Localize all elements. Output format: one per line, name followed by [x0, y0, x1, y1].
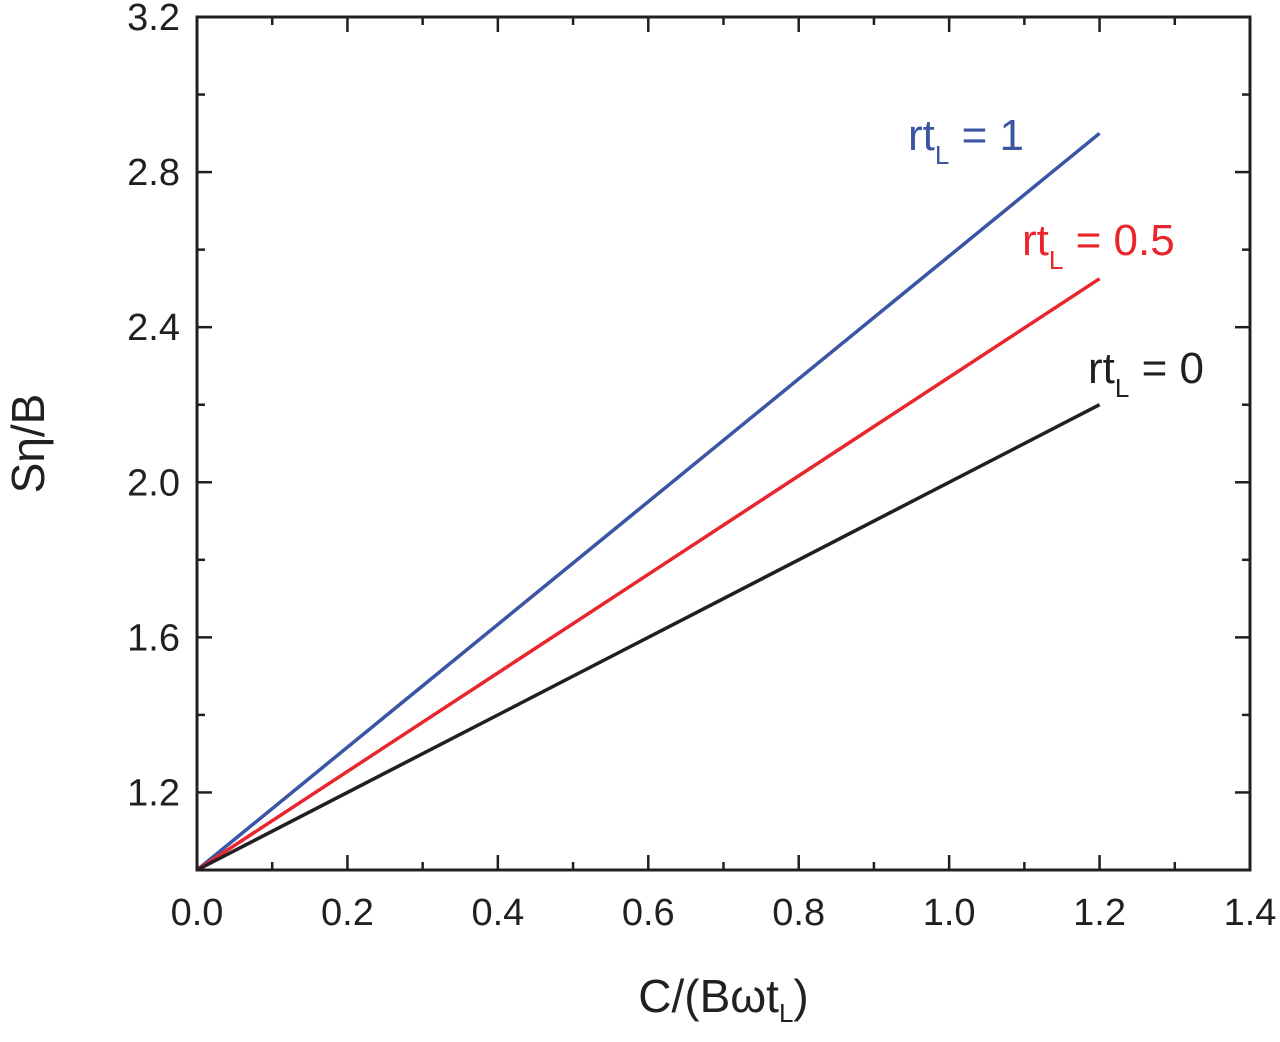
x-tick-label: 1.4 [1224, 892, 1277, 934]
y-axis-title: Sη/B [2, 394, 54, 494]
x-axis-title-main: C/(Bωt [638, 970, 779, 1022]
series-layer [195, 131, 1101, 872]
series-label-end: = 0 [1129, 344, 1204, 393]
series-label-end: = 0.5 [1063, 216, 1174, 265]
x-tick-label: 1.2 [1073, 892, 1126, 934]
y-tick-label: 1.2 [127, 772, 180, 814]
y-tick-label: 2.4 [127, 307, 180, 349]
series-label: rtL = 1 [908, 111, 1024, 170]
y-tick-label: 2.0 [127, 462, 180, 504]
x-axis-title: C/(BωtL) [638, 970, 809, 1028]
x-tick-label: 0.4 [471, 892, 524, 934]
series-label-main: rt [908, 111, 935, 160]
series-line [195, 131, 1101, 872]
series-label: rtL = 0 [1088, 344, 1204, 403]
y-tick-label: 2.8 [127, 152, 180, 194]
x-axis-title-sub: L [779, 998, 793, 1028]
x-tick-label: 0.0 [171, 892, 224, 934]
series-label-sub: L [1115, 373, 1129, 403]
series-line [196, 403, 1101, 872]
y-tick-label: 3.2 [127, 0, 180, 39]
plot-frame [195, 15, 1252, 872]
series-label: rtL = 0.5 [1022, 216, 1175, 275]
series-label-sub: L [1049, 245, 1063, 275]
series-label-sub: L [935, 140, 949, 170]
labels-layer: 0.0 0.2 0.4 0.6 0.8 1.0 1.2 1.4 1.2 1.6 2.0 2.4 2.8 3… [127, 0, 1276, 934]
series-label-end: = 1 [949, 111, 1024, 160]
x-tick-label: 0.8 [772, 892, 825, 934]
x-tick-label: 0.2 [321, 892, 374, 934]
x-axis-title-end: ) [793, 970, 808, 1022]
y-tick-label: 1.6 [127, 617, 180, 659]
series-line [196, 277, 1101, 872]
series-label-main: rt [1022, 216, 1049, 265]
series-label-main: rt [1088, 344, 1115, 393]
x-tick-label: 0.6 [622, 892, 675, 934]
x-tick-label: 1.0 [923, 892, 976, 934]
